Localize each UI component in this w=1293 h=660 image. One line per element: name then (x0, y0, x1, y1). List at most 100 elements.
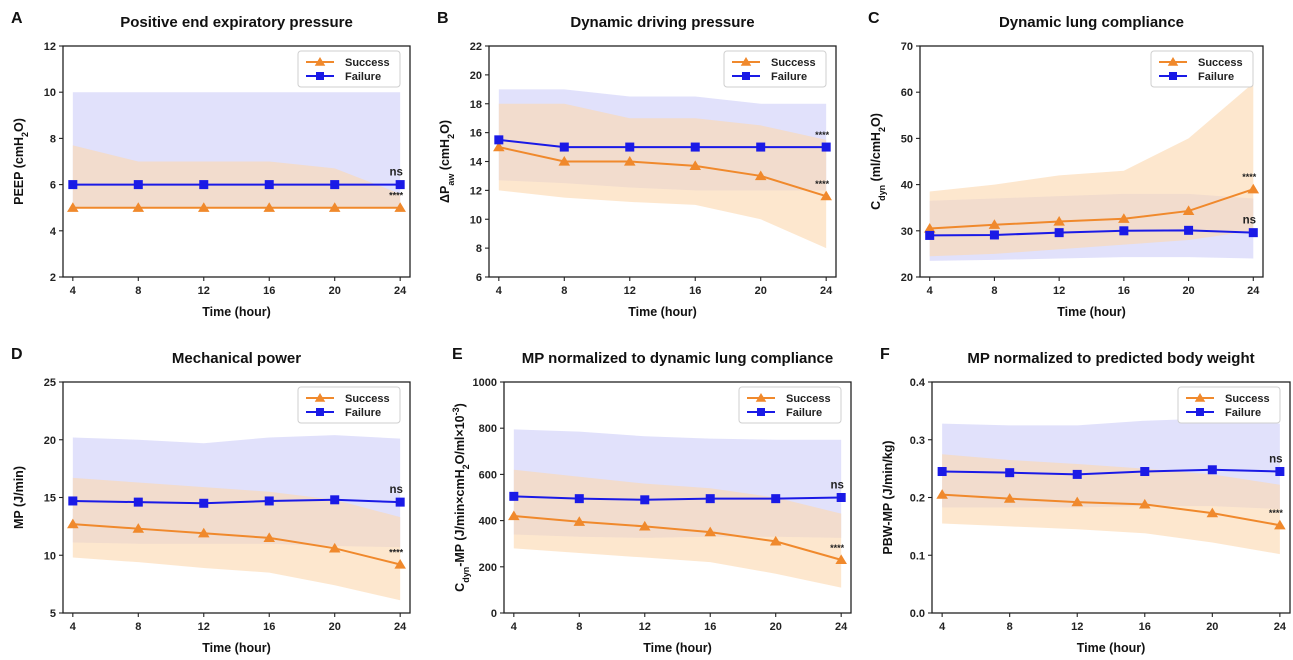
x-axis-label: Time (hour) (643, 641, 712, 655)
legend-label: Success (1198, 57, 1243, 69)
failure-point (199, 180, 209, 190)
failure-point (494, 135, 504, 145)
panel-title: Dynamic lung compliance (999, 14, 1184, 31)
success-point (1053, 216, 1065, 226)
significance-label: **** (830, 543, 845, 553)
y-tick-label: 40 (901, 180, 913, 192)
y-tick-label: 20 (470, 70, 482, 82)
legend-triangle-marker (755, 393, 767, 402)
failure-point (199, 498, 209, 508)
y-tick-label: 15 (44, 493, 56, 505)
y-tick-label: 0.2 (910, 493, 925, 505)
success-point (638, 520, 651, 531)
failure-point (937, 467, 947, 477)
failure-point (690, 142, 700, 152)
y-tick-label: 12 (470, 185, 482, 197)
success-point (769, 535, 782, 546)
failure-point (559, 142, 569, 152)
panel-letter: B (437, 10, 449, 27)
x-tick-label: 8 (135, 621, 141, 633)
panel-letter: E (452, 346, 463, 363)
y-axis-label: MP (J/min) (12, 466, 26, 529)
x-tick-label: 4 (939, 621, 946, 633)
x-tick-label: 24 (820, 285, 833, 297)
success-point (1247, 183, 1260, 194)
x-tick-label: 24 (835, 621, 848, 633)
success-point (1182, 205, 1195, 216)
failure-point (821, 142, 831, 152)
success-point (197, 527, 210, 538)
x-tick-label: 12 (624, 285, 636, 297)
legend-triangle-marker (314, 57, 326, 66)
y-tick-label: 16 (470, 128, 482, 140)
failure-point (330, 180, 340, 190)
y-axis-label: PEEP (cmH2O) (12, 118, 30, 205)
x-tick-label: 12 (1071, 621, 1083, 633)
failure-point (1005, 468, 1015, 478)
legend-square-marker (1169, 72, 1177, 80)
y-tick-label: 400 (479, 516, 497, 528)
x-tick-label: 4 (511, 621, 518, 633)
panel-title: Mechanical power (172, 350, 301, 367)
y-tick-label: 600 (479, 469, 497, 481)
significance-label: **** (1242, 172, 1257, 182)
legend-label: Failure (345, 71, 381, 83)
y-tick-label: 10 (44, 550, 56, 562)
failure-line (929, 229, 1254, 237)
x-tick-label: 4 (496, 285, 503, 297)
legend-square-marker (316, 408, 324, 416)
y-tick-label: 20 (901, 272, 913, 284)
failure-point (1184, 225, 1194, 235)
x-tick-label: 16 (1118, 285, 1130, 297)
failure-point (1054, 228, 1064, 238)
success-line (942, 493, 1281, 527)
failure-point (925, 230, 935, 240)
x-axis-label: Time (hour) (202, 641, 271, 655)
success-point (263, 202, 276, 212)
success-line (513, 514, 842, 561)
plot-frame (62, 45, 411, 278)
success-point (623, 156, 636, 166)
x-tick-label: 12 (198, 621, 210, 633)
failure-point (1207, 465, 1217, 475)
legend-label: Success (1225, 393, 1270, 405)
success-point (263, 532, 276, 543)
failure-point (836, 493, 846, 502)
y-tick-label: 0.0 (910, 608, 925, 620)
legend-square-marker (742, 72, 750, 80)
failure-point (330, 495, 340, 505)
legend-label: Failure (1198, 71, 1234, 83)
failure-point (705, 494, 715, 504)
x-tick-label: 8 (991, 285, 997, 297)
failure-point (1275, 467, 1285, 477)
y-axis-label: PBW-MP (J/min/kg) (881, 440, 895, 554)
significance-label: **** (389, 191, 404, 201)
plot-frame (919, 45, 1264, 278)
x-tick-label: 8 (135, 285, 141, 297)
x-tick-label: 20 (329, 621, 341, 633)
success-point (936, 489, 948, 499)
x-tick-label: 4 (70, 285, 77, 297)
panel-letter: C (868, 10, 880, 27)
x-tick-label: 16 (263, 285, 275, 297)
legend-label: Failure (345, 407, 381, 419)
x-axis-label: Time (hour) (628, 305, 697, 319)
success-band (498, 103, 827, 249)
failure-line (498, 138, 827, 149)
x-tick-label: 20 (770, 621, 782, 633)
y-tick-label: 6 (476, 272, 482, 284)
y-tick-label: 0 (491, 608, 497, 620)
panel-c: 4 8 12 16 20 24 20 30 40 50 60 70 Time (hour) Cdyn (m… (868, 10, 1264, 319)
failure-point (1119, 226, 1129, 236)
success-point (328, 542, 341, 553)
failure-point (989, 230, 999, 240)
x-tick-label: 16 (689, 285, 701, 297)
y-axis-label: ΔPaw (cmH2O) (438, 120, 456, 203)
success-point (1118, 213, 1130, 223)
x-tick-label: 8 (561, 285, 567, 297)
panel-title: MP normalized to predicted body weight (967, 350, 1254, 367)
failure-point (756, 142, 766, 152)
x-tick-label: 24 (394, 285, 407, 297)
panel-b: 4 8 12 16 20 24 6 8 10 12 14 16 18 20 22 Time (hour) ΔPa… (437, 10, 837, 319)
